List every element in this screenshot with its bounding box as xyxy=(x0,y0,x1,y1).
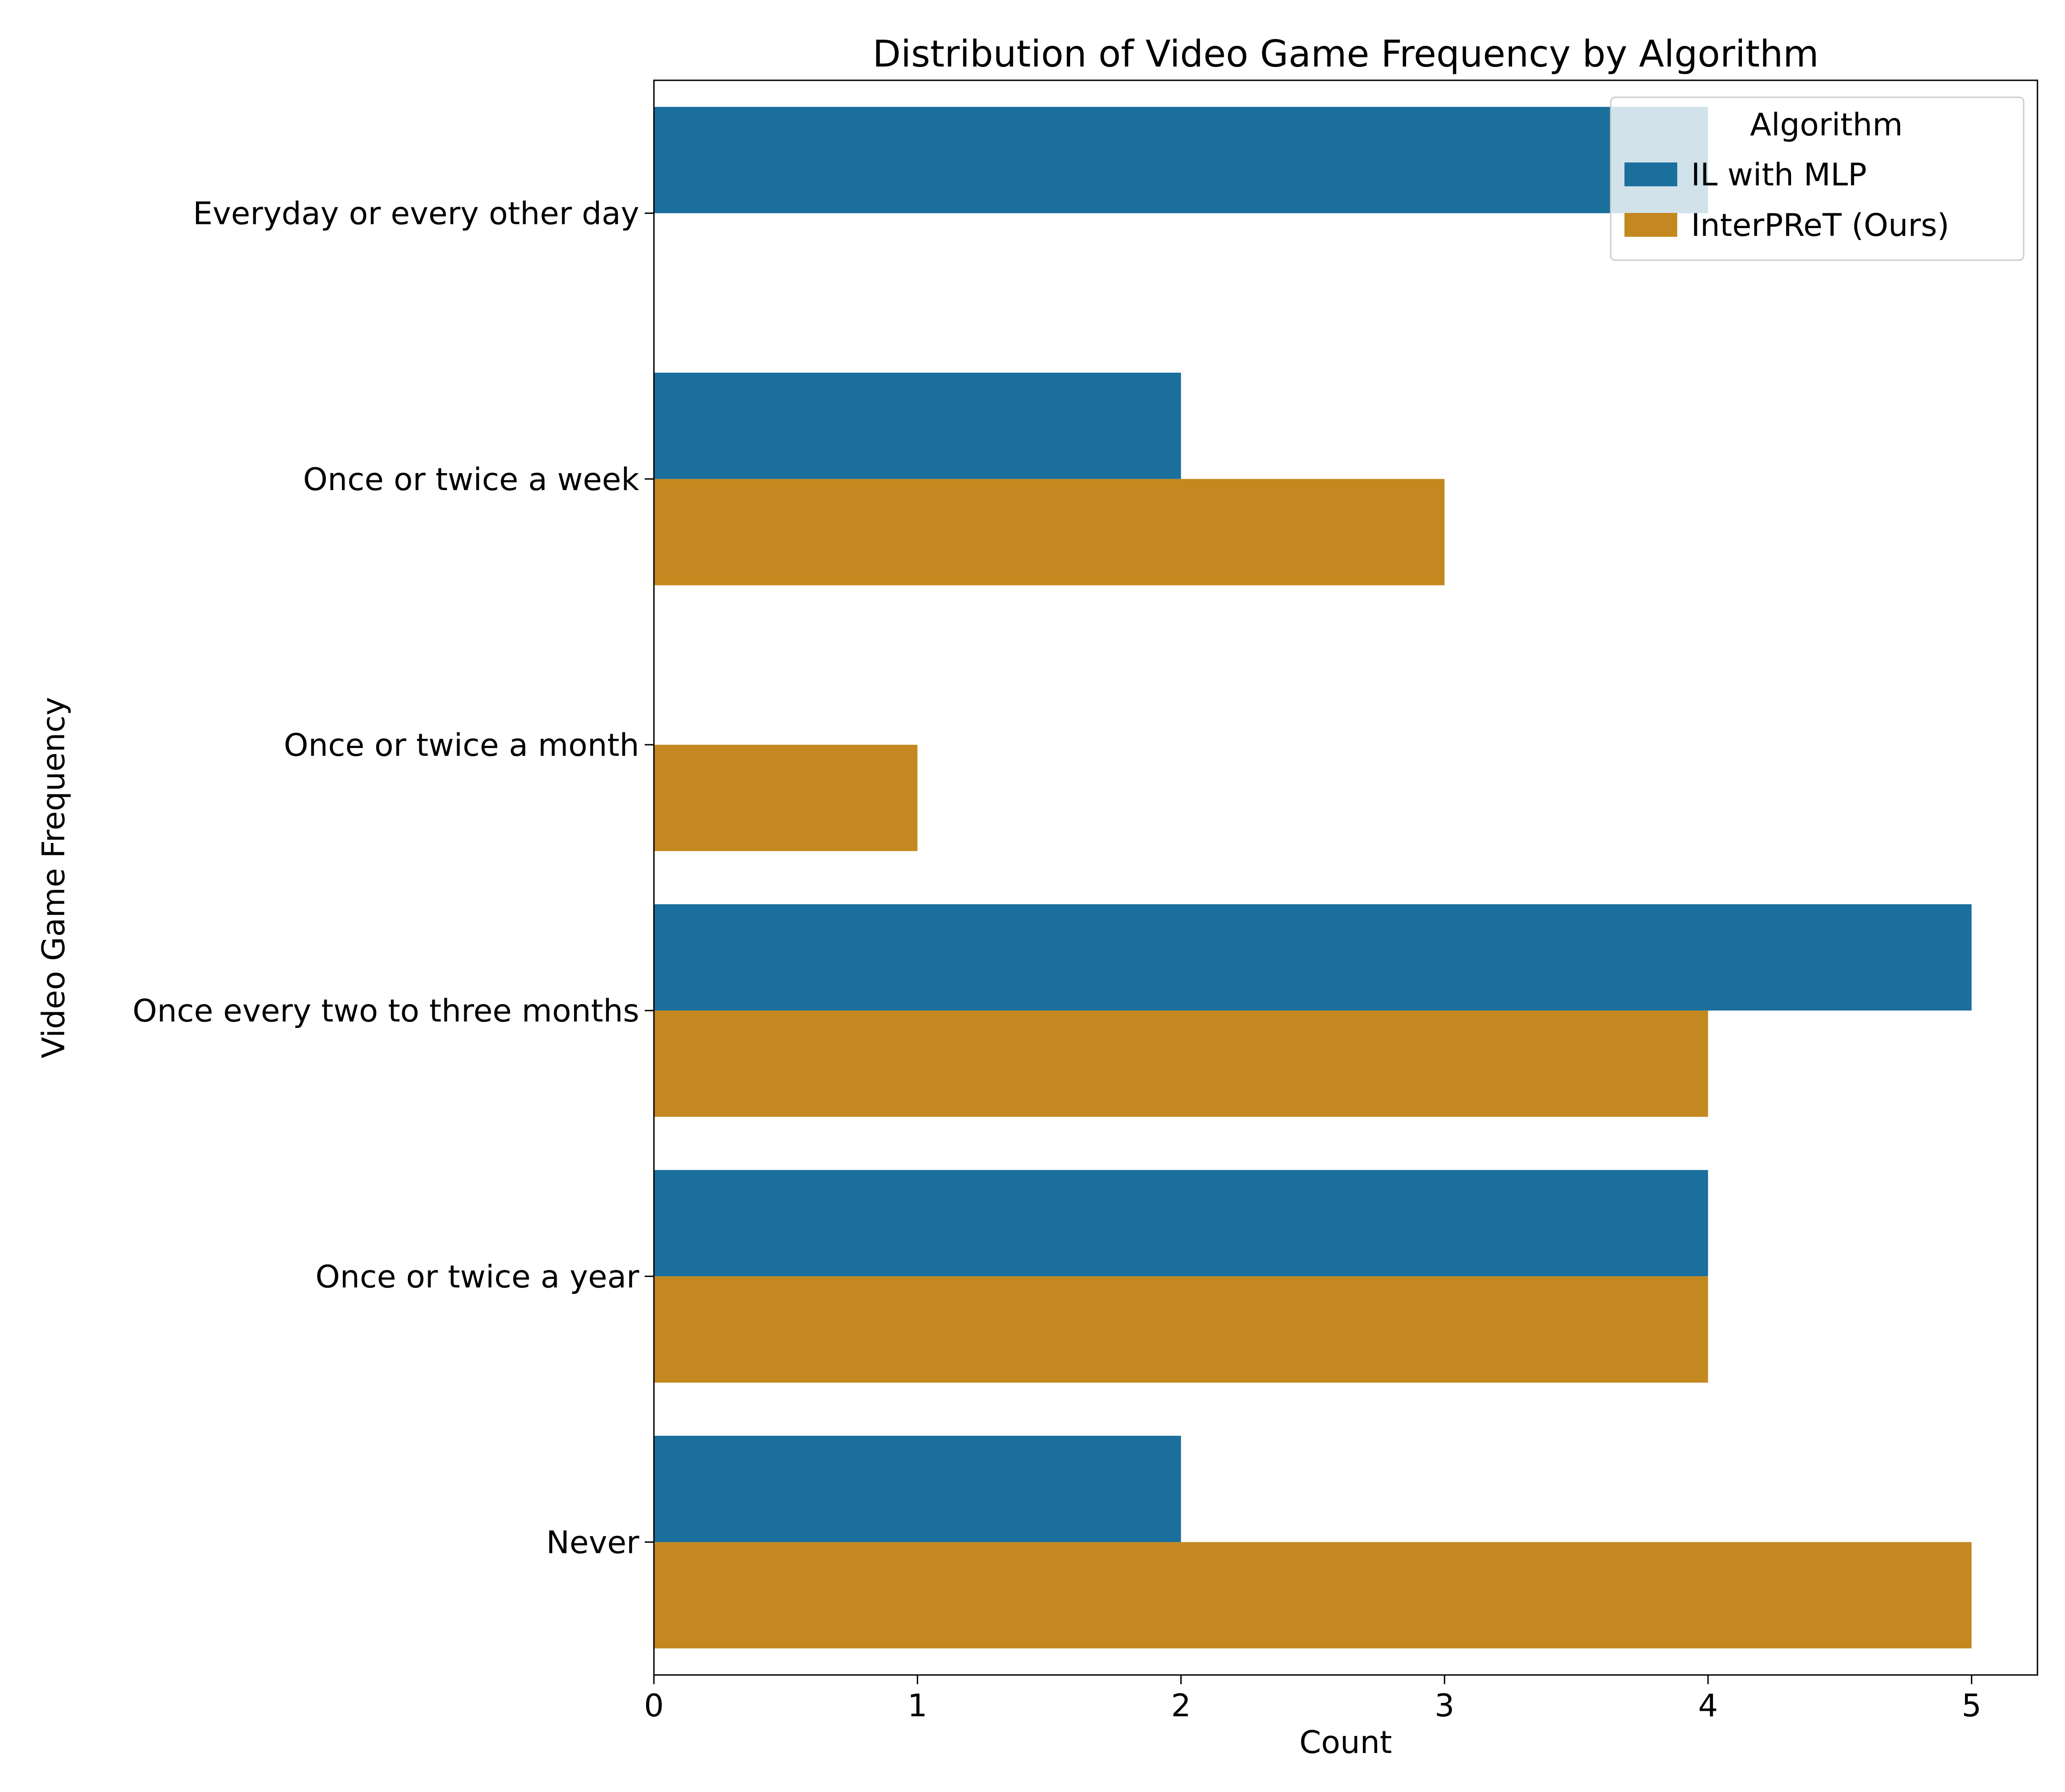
bar-il-with-mlp xyxy=(654,1435,1181,1542)
y-tick-label: Everyday or every other day xyxy=(193,196,639,232)
y-tick-label: Once or twice a month xyxy=(284,727,639,764)
x-tick-label: 0 xyxy=(644,1688,664,1724)
chart-title: Distribution of Video Game Frequency by … xyxy=(873,33,1819,75)
y-axis-label: Video Game Frequency xyxy=(36,697,72,1058)
legend-label: IL with MLP xyxy=(1691,157,1867,193)
x-tick-label: 1 xyxy=(908,1688,927,1724)
bar-interpret-ours xyxy=(654,1542,1972,1649)
bar-il-with-mlp xyxy=(654,904,1972,1011)
legend-swatch xyxy=(1624,162,1677,186)
x-axis-label: Count xyxy=(1300,1725,1392,1761)
y-tick-label: Once or twice a week xyxy=(303,462,639,498)
legend-items: IL with MLP InterPReT (Ours) xyxy=(1624,157,1949,244)
x-tick-label: 5 xyxy=(1962,1688,1981,1724)
legend-title: Algorithm xyxy=(1750,107,1903,143)
legend-box xyxy=(1610,96,2025,261)
bar-interpret-ours xyxy=(654,1010,1708,1117)
x-tick-label: 4 xyxy=(1698,1688,1718,1724)
bar-interpret-ours xyxy=(654,479,1445,586)
legend-label: InterPReT (Ours) xyxy=(1691,207,1949,244)
ticks-layer: 0 1 2 3 4 5 Everyday or every other day Once or… xyxy=(133,196,1981,1724)
bar-il-with-mlp xyxy=(654,373,1181,479)
legend-swatch xyxy=(1624,213,1677,237)
bar-interpret-ours xyxy=(654,1276,1708,1383)
bar-il-with-mlp xyxy=(654,106,1708,213)
x-tick-label: 3 xyxy=(1434,1688,1454,1724)
bars-layer xyxy=(654,106,1972,1649)
bar-interpret-ours xyxy=(654,744,918,851)
legend: Algorithm IL with MLP InterPReT (Ours) xyxy=(1610,96,2025,261)
bar-il-with-mlp xyxy=(654,1170,1708,1277)
plot-area-frame xyxy=(653,79,2038,1676)
y-tick-label: Once or twice a year xyxy=(315,1259,639,1295)
x-tick-label: 2 xyxy=(1171,1688,1191,1724)
y-tick-label: Once every two to three months xyxy=(133,993,639,1029)
y-tick-label: Never xyxy=(546,1524,639,1561)
